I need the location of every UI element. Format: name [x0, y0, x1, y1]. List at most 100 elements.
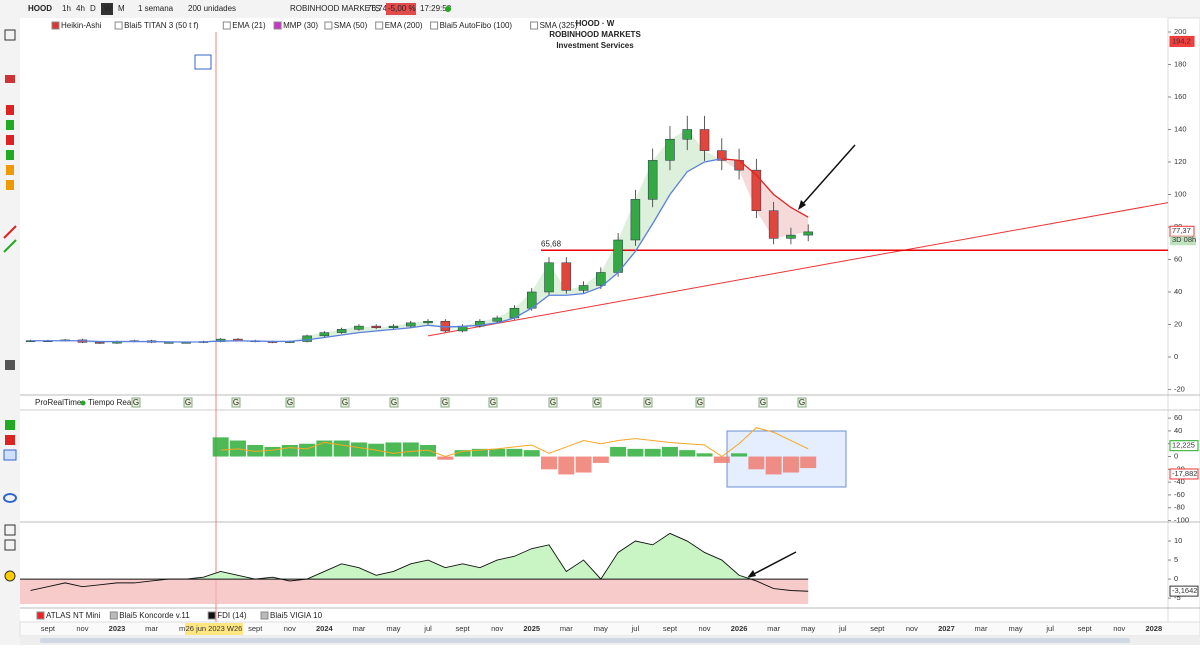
indicator-label: MMP (30) [283, 21, 318, 30]
indicator-label: Blai5 AutoFibo (100) [440, 21, 513, 30]
y-tick-label: 180 [1174, 59, 1187, 68]
indicator-box[interactable] [324, 21, 333, 30]
timeframe[interactable]: 1h [62, 4, 71, 13]
event-icon[interactable] [592, 397, 602, 408]
negative-zone [20, 579, 809, 604]
indicator-box[interactable] [109, 611, 118, 620]
event-icon[interactable] [440, 397, 450, 408]
x-tick-label: mar [145, 624, 158, 633]
y-tick-label: -60 [1174, 490, 1185, 499]
tool-icon[interactable] [5, 360, 15, 370]
left-toolbar [0, 0, 20, 645]
timeframe-active [101, 3, 113, 15]
event-label: G [233, 398, 239, 407]
price-label-box [1169, 35, 1195, 47]
candle [388, 325, 399, 328]
indicator-box[interactable] [222, 21, 231, 30]
event-icon[interactable] [758, 397, 768, 408]
candle [630, 199, 641, 241]
event-icon[interactable] [389, 397, 399, 408]
tool-icon[interactable] [6, 105, 14, 115]
y-tick-label: -100 [1174, 516, 1189, 525]
candle [371, 325, 381, 328]
tool-icon[interactable] [5, 420, 15, 430]
indicator-box[interactable] [530, 21, 539, 30]
candle [768, 210, 779, 239]
indicator-box[interactable] [207, 611, 216, 620]
histogram-bar [696, 453, 713, 457]
tool-icon[interactable] [3, 225, 17, 239]
histogram-bar [385, 442, 402, 457]
candle [406, 322, 416, 327]
event-icon[interactable] [488, 397, 498, 408]
histogram-bar [661, 446, 678, 457]
last-price: 76,74 [367, 4, 388, 13]
change: -5,00 % [388, 4, 416, 13]
timeframe[interactable]: W [104, 4, 112, 13]
positive-area [30, 533, 809, 580]
x-tick-label: mar [352, 624, 365, 633]
tool-icon[interactable] [6, 135, 14, 145]
event-icon[interactable] [183, 397, 193, 408]
event-icon[interactable] [797, 397, 807, 408]
event-label: G [185, 398, 191, 407]
event-icon[interactable] [548, 397, 558, 408]
timeframe[interactable]: 4h [76, 4, 85, 13]
tool-icon[interactable] [4, 29, 16, 41]
event-icon[interactable] [131, 397, 141, 408]
tool-icon[interactable] [3, 239, 17, 253]
histogram-bar [644, 448, 661, 457]
tool-icon[interactable] [4, 570, 16, 582]
tool-icon[interactable] [6, 180, 14, 190]
y-tick-label: 100 [1174, 189, 1187, 198]
y-tick-label: 40 [1174, 287, 1182, 296]
indicator-box[interactable] [36, 611, 45, 620]
event-icon[interactable] [285, 397, 295, 408]
value-label-box [1169, 440, 1199, 452]
tool-icon[interactable] [6, 150, 14, 160]
indicator-label: Heikin-Ashi [61, 21, 102, 30]
timeframe[interactable]: D [90, 4, 96, 13]
event-label: G [645, 398, 651, 407]
tool-icon[interactable] [6, 120, 14, 130]
drawing-tool-toggle[interactable] [194, 54, 212, 70]
units[interactable]: 200 unidades [188, 4, 236, 13]
tool-icon[interactable] [3, 449, 17, 461]
event-icon[interactable] [643, 397, 653, 408]
clock: 17:29:58 [420, 4, 452, 13]
histogram-bar [541, 456, 557, 470]
histogram-bar [679, 450, 696, 457]
indicator-box[interactable] [375, 21, 384, 30]
tool-icon[interactable] [3, 493, 17, 503]
histogram-bar [592, 456, 609, 463]
y-tick-label: 0 [1174, 574, 1178, 583]
tool-icon[interactable] [4, 539, 16, 551]
tool-icon[interactable] [5, 435, 15, 445]
indicator-label: Blai5 TITAN 3 (50 t f) [124, 21, 199, 30]
tool-icon[interactable] [6, 165, 14, 175]
indicator-box[interactable] [114, 21, 123, 30]
event-label: G [594, 398, 600, 407]
event-icon[interactable] [695, 397, 705, 408]
candle [786, 234, 796, 239]
indicator-box[interactable] [51, 21, 60, 30]
symbol[interactable]: HOOD [28, 4, 52, 13]
period[interactable]: 1 semana [138, 4, 174, 13]
indicator-box[interactable] [430, 21, 439, 30]
tool-icon[interactable] [5, 75, 15, 83]
tool-icon[interactable] [4, 524, 16, 536]
event-icon[interactable] [340, 397, 350, 408]
histogram-bar [402, 442, 419, 457]
indicator-box[interactable] [260, 611, 269, 620]
indicator-box[interactable] [273, 21, 282, 30]
x-tick-label: mar [975, 624, 988, 633]
histogram-bar [281, 445, 298, 457]
timeframe[interactable]: M [118, 4, 125, 13]
indicator-label: Blai5 VIGIA 10 [270, 611, 323, 620]
x-tick-label: sept [1078, 624, 1093, 633]
watermark: Investment Services [556, 41, 634, 50]
x-tick-label: nov [284, 624, 296, 633]
scroll-thumb[interactable] [40, 638, 1130, 643]
candle [336, 329, 347, 333]
event-icon[interactable] [231, 397, 241, 408]
